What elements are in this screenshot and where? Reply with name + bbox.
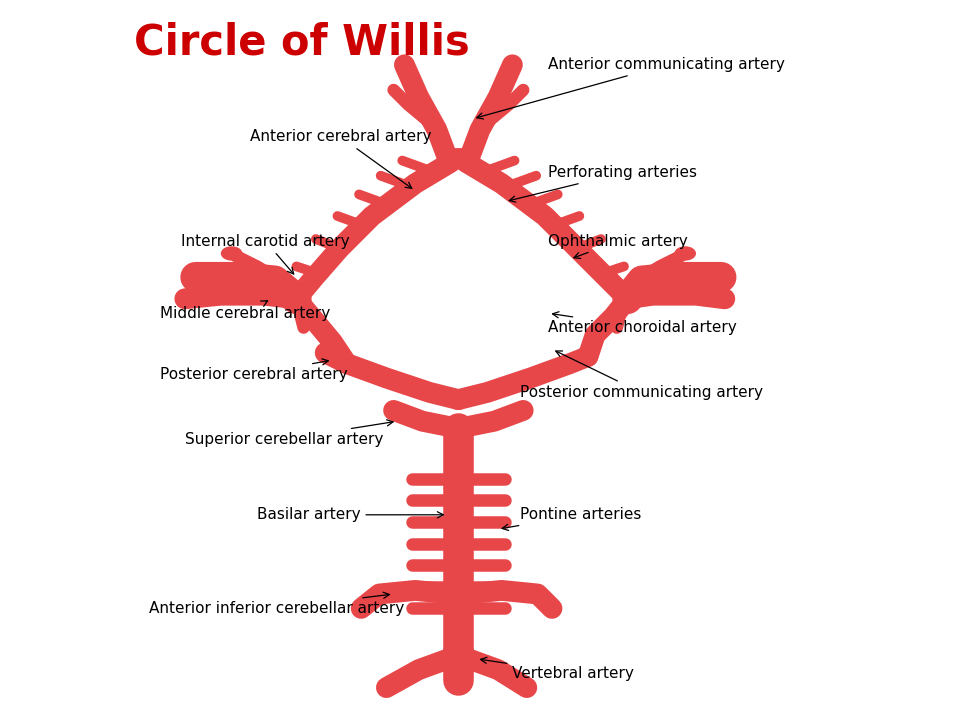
Text: Vertebral artery: Vertebral artery (481, 657, 635, 680)
Ellipse shape (675, 247, 695, 260)
Text: Superior cerebellar artery: Superior cerebellar artery (185, 420, 393, 446)
Text: Ophthalmic artery: Ophthalmic artery (548, 234, 688, 258)
Text: Anterior communicating artery: Anterior communicating artery (477, 58, 785, 119)
Text: Posterior cerebral artery: Posterior cerebral artery (159, 359, 348, 382)
Text: Posterior communicating artery: Posterior communicating artery (519, 351, 762, 400)
Text: Anterior inferior cerebellar artery: Anterior inferior cerebellar artery (149, 593, 404, 616)
Text: Anterior choroidal artery: Anterior choroidal artery (548, 312, 737, 335)
Ellipse shape (708, 269, 734, 286)
Text: Circle of Willis: Circle of Willis (134, 22, 470, 63)
Text: Middle cerebral artery: Middle cerebral artery (159, 301, 330, 320)
Ellipse shape (222, 247, 242, 260)
Text: Basilar artery: Basilar artery (257, 508, 444, 522)
Text: Pontine arteries: Pontine arteries (502, 508, 641, 531)
Ellipse shape (182, 269, 209, 286)
Text: Anterior cerebral artery: Anterior cerebral artery (250, 130, 431, 189)
Text: Perforating arteries: Perforating arteries (509, 166, 697, 202)
Text: Internal carotid artery: Internal carotid artery (181, 234, 349, 274)
